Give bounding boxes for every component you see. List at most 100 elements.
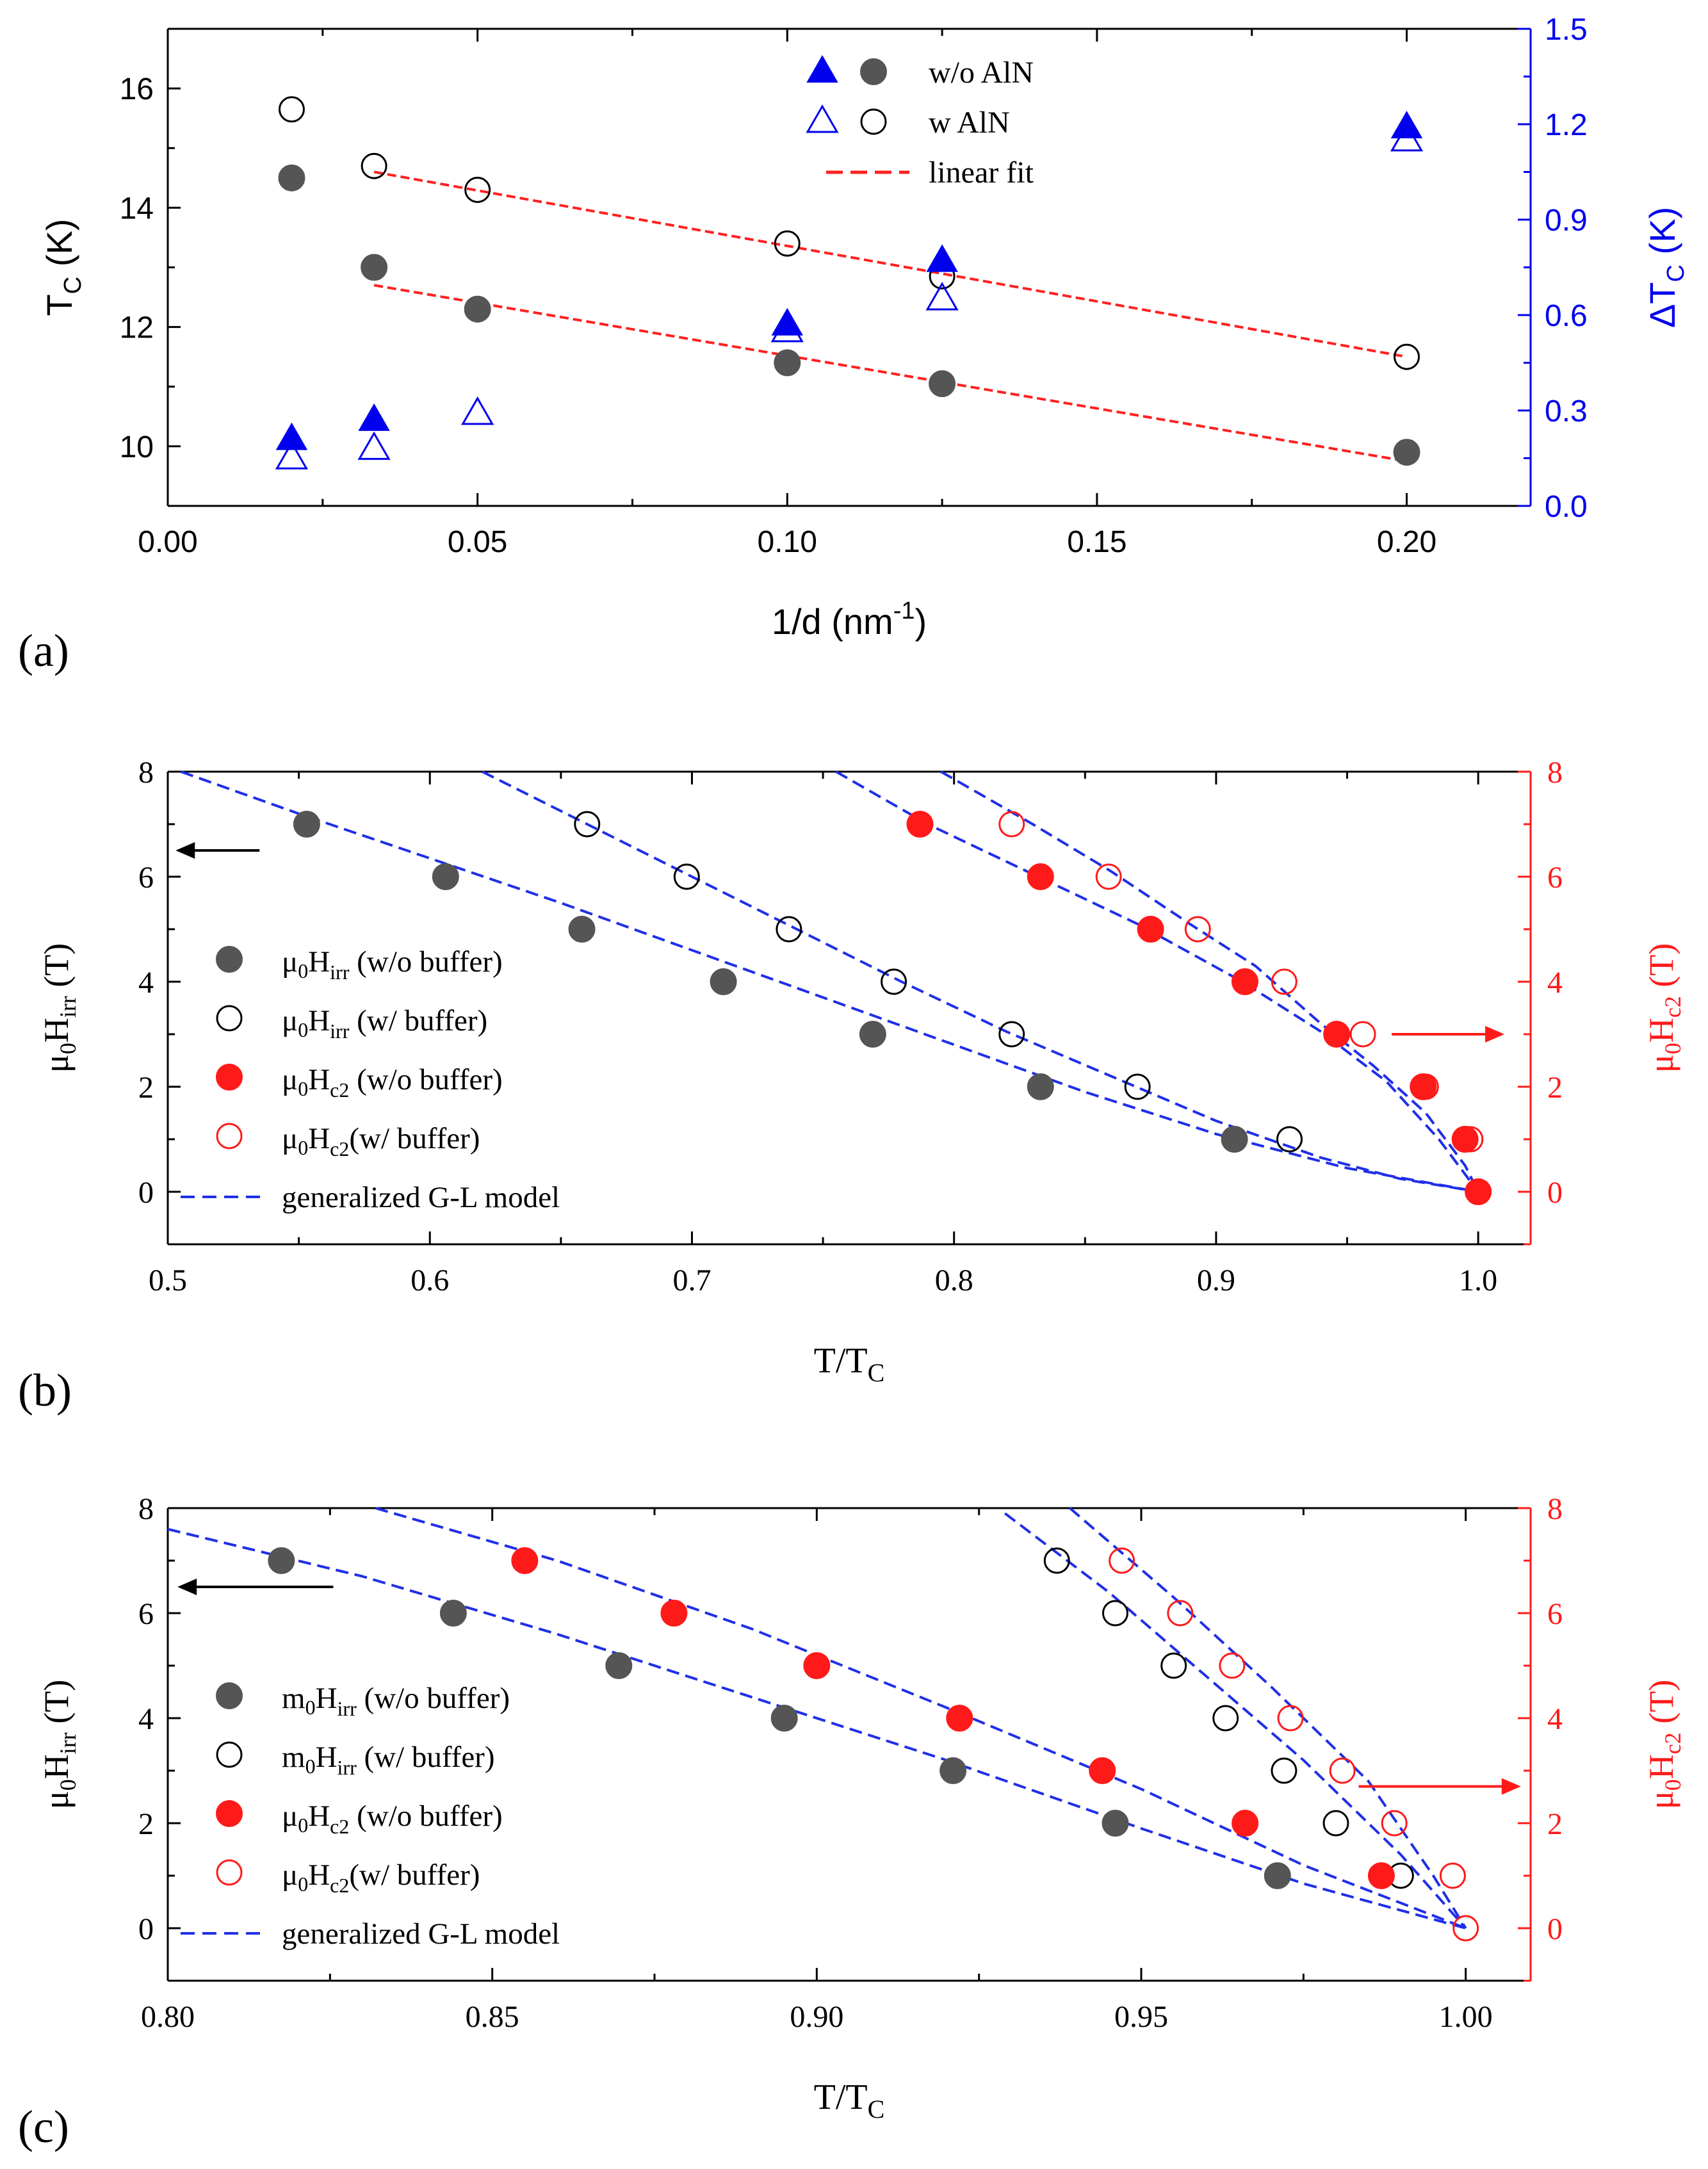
- series: [906, 811, 1492, 1205]
- y2-tick-label: 1.2: [1545, 108, 1588, 142]
- legend-marker: [216, 1682, 243, 1709]
- fit-line: [482, 770, 1479, 1193]
- data-point: [1109, 1547, 1135, 1574]
- fit-line: [375, 1507, 1467, 1929]
- y-tick-label: 12: [120, 311, 154, 345]
- x-tick-label: 1.0: [1459, 1263, 1497, 1297]
- y2-tick-label: 4: [1547, 966, 1563, 1000]
- series: [998, 811, 1492, 1205]
- y2-tick-label: 0.3: [1545, 394, 1588, 428]
- data-point: [574, 811, 601, 838]
- series: [268, 1547, 1291, 1889]
- data-point: [1271, 968, 1297, 995]
- y-axis-label-group: μ0Hirr (T): [37, 1680, 81, 1809]
- data-point: [1277, 1705, 1304, 1732]
- legend-marker: [216, 1005, 243, 1032]
- y-axis-label-group: TC (K): [39, 219, 86, 316]
- data-point: [939, 1757, 967, 1784]
- y-tick-label: 0: [138, 1176, 154, 1210]
- legend-label: linear fit: [929, 156, 1034, 190]
- fit-line: [1004, 1512, 1467, 1929]
- data-point: [774, 349, 801, 377]
- data-point: [881, 968, 907, 995]
- data-point: [926, 244, 958, 272]
- data-point: [1212, 1705, 1239, 1732]
- data-point: [929, 370, 956, 398]
- panel-b: 0.5 0.6 0.7 0.8 0.9 1.0 0 2 4 6 8 0 2 4 6 8 μ0Hirr (w/o …: [18, 756, 1686, 1416]
- x-tick-label: 0.85: [466, 2000, 519, 2034]
- legend-label: w/o AlN: [929, 56, 1034, 90]
- y2-axis-label-group: μ0Hc2 (T): [1642, 1680, 1686, 1809]
- panel-label: (a): [18, 625, 69, 676]
- x-tick-label: 0.9: [1197, 1263, 1235, 1297]
- legend-label: μ0Hc2 (w/o buffer): [282, 1799, 503, 1838]
- data-point: [1329, 1757, 1356, 1784]
- data-point: [464, 295, 491, 323]
- data-point: [1219, 1652, 1246, 1679]
- data-point: [1349, 1021, 1376, 1048]
- y-axis-label: μ0Hirr (T): [37, 1680, 81, 1809]
- data-point: [275, 441, 309, 469]
- data-point: [439, 1600, 467, 1627]
- data-point: [770, 313, 804, 343]
- legend-marker: [216, 1859, 243, 1886]
- legend-marker: [216, 1800, 243, 1827]
- data-point: [710, 968, 737, 995]
- legend-marker: [860, 58, 887, 85]
- y-tick-label: 10: [120, 430, 154, 464]
- y-axis-label-group: μ0Hirr (T): [37, 943, 81, 1073]
- data-point: [1043, 1547, 1070, 1574]
- x-tick-label: 0.00: [138, 525, 197, 559]
- data-point: [776, 916, 802, 943]
- x-axis-label: 1/d (nm-1): [772, 597, 927, 642]
- legend-marker: [216, 1741, 243, 1768]
- x-tick-label: 0.80: [141, 2000, 195, 2034]
- data-point: [1167, 1600, 1194, 1627]
- y2-tick-label: 0: [1547, 1912, 1563, 1946]
- data-point: [432, 863, 459, 890]
- data-point: [1381, 1810, 1408, 1837]
- data-point: [1102, 1600, 1128, 1627]
- y2-tick-label: 8: [1547, 756, 1563, 790]
- data-point: [1184, 916, 1211, 943]
- series: [1043, 1547, 1414, 1889]
- x-tick-label: 0.8: [935, 1263, 973, 1297]
- data-point: [268, 1547, 295, 1574]
- series: [275, 122, 1424, 469]
- legend: μ0Hirr (w/o buffer) μ0Hirr (w/ buffer) μ0H…: [181, 945, 560, 1214]
- y-axis-label: TC (K): [39, 219, 86, 316]
- data-point: [464, 176, 491, 203]
- data-point: [906, 811, 934, 838]
- legend-label: generalized G-L model: [282, 1181, 560, 1214]
- data-point: [1271, 1757, 1297, 1784]
- series: [278, 164, 1420, 466]
- data-point: [275, 422, 308, 450]
- data-point: [1451, 1126, 1479, 1153]
- series: [275, 110, 1423, 450]
- panel-c: 0.80 0.85 0.90 0.95 1.00 0 2 4 6 8 0 2 4 6 8 m0Hirr (w/…: [18, 1492, 1686, 2152]
- axis-arrow-head: [1485, 1026, 1505, 1043]
- y-tick-label: 2: [138, 1807, 154, 1841]
- data-point: [293, 811, 320, 838]
- fit-line: [835, 770, 1479, 1193]
- x-tick-label: 0.7: [672, 1263, 711, 1297]
- x-tick-label: 0.90: [790, 2000, 843, 2034]
- data-point: [1276, 1126, 1303, 1153]
- y-tick-label: 0: [138, 1912, 154, 1946]
- data-point: [998, 811, 1025, 838]
- data-point: [358, 403, 390, 431]
- legend-label: m0Hirr (w/ buffer): [282, 1741, 495, 1779]
- legend-marker: [860, 108, 887, 135]
- data-point: [1439, 1862, 1466, 1889]
- data-point: [1102, 1810, 1129, 1837]
- y2-axis-label-group: ΔTC (K): [1642, 207, 1689, 328]
- data-point: [605, 1652, 633, 1679]
- legend-label: w AlN: [929, 106, 1010, 140]
- y2-tick-label: 0.9: [1545, 204, 1588, 238]
- series: [278, 96, 1420, 370]
- y-tick-label: 2: [138, 1071, 154, 1105]
- fit-line: [373, 284, 1407, 463]
- data-point: [660, 1600, 688, 1627]
- data-point: [673, 863, 700, 890]
